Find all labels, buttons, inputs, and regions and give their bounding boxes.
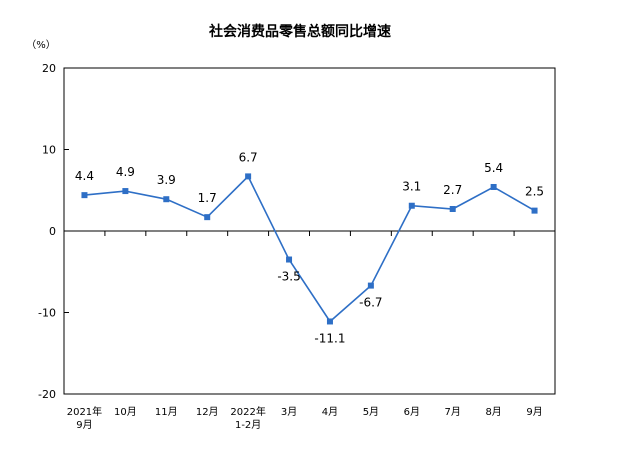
data-point-marker bbox=[286, 256, 293, 263]
x-tick-label: 11月 bbox=[155, 406, 178, 418]
x-tick-label: 4月 bbox=[322, 406, 338, 418]
y-tick-label: 10 bbox=[42, 144, 56, 157]
y-axis: 20 10 0 -10 -20 bbox=[38, 62, 69, 401]
series-markers bbox=[81, 173, 538, 325]
y-tick-label: -20 bbox=[38, 388, 56, 401]
x-tick-label: 12月 bbox=[196, 406, 219, 418]
data-point-marker bbox=[449, 205, 456, 212]
data-label: 5.4 bbox=[484, 161, 503, 175]
chart-title: 社会消费品零售总额同比增速 bbox=[208, 23, 391, 40]
data-label: 2.5 bbox=[525, 185, 544, 199]
x-tick-label: 2022年 bbox=[230, 405, 265, 418]
data-label: 3.9 bbox=[157, 173, 176, 187]
data-label: -3.5 bbox=[277, 270, 300, 284]
x-tick-label: 6月 bbox=[404, 406, 420, 418]
data-label: 4.4 bbox=[75, 169, 94, 183]
x-tick-label: 1-2月 bbox=[235, 419, 261, 431]
data-label: 4.9 bbox=[116, 165, 135, 179]
data-label: 3.1 bbox=[402, 180, 421, 194]
data-point-marker bbox=[204, 214, 211, 221]
data-label: -6.7 bbox=[359, 296, 382, 310]
data-point-marker bbox=[367, 282, 374, 289]
y-axis-unit: （%） bbox=[26, 39, 56, 51]
data-label: -11.1 bbox=[314, 331, 345, 345]
data-label: 6.7 bbox=[239, 150, 258, 164]
y-tick-label: -10 bbox=[38, 307, 56, 320]
x-tick-label: 8月 bbox=[485, 406, 501, 418]
data-point-marker bbox=[326, 318, 333, 325]
x-tick-label: 5月 bbox=[363, 406, 379, 418]
data-labels: 4.4 4.9 3.9 1.7 6.7 -3.5 -11.1 -6.7 3.1 2.7 5.4 2.5 bbox=[75, 150, 544, 345]
data-label: 1.7 bbox=[198, 191, 217, 205]
data-point-marker bbox=[163, 196, 170, 203]
data-point-marker bbox=[408, 202, 415, 209]
data-point-marker bbox=[531, 207, 538, 214]
data-label: 2.7 bbox=[443, 183, 462, 197]
data-point-marker bbox=[245, 173, 252, 180]
data-point-marker bbox=[122, 188, 129, 195]
x-tick-label: 10月 bbox=[114, 406, 137, 418]
y-tick-label: 0 bbox=[49, 225, 56, 238]
x-tick-label: 2021年 bbox=[67, 405, 102, 418]
y-tick-label: 20 bbox=[42, 62, 56, 75]
x-tick-label: 9月 bbox=[526, 406, 542, 418]
data-point-marker bbox=[81, 192, 88, 199]
data-point-marker bbox=[490, 183, 497, 190]
x-tick-label: 9月 bbox=[76, 419, 92, 431]
x-tick-label: 7月 bbox=[445, 406, 461, 418]
x-tick-label: 3月 bbox=[281, 406, 297, 418]
series-line bbox=[84, 175, 535, 323]
